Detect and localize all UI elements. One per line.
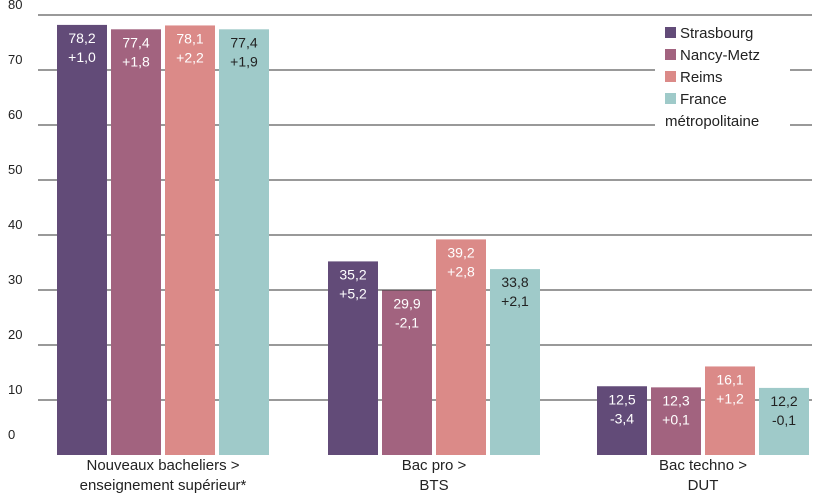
bar-strasbourg-0	[57, 24, 107, 456]
data-label-change: +2,2	[176, 49, 204, 65]
bar-france-métropolitaine-2	[759, 387, 809, 455]
data-label-value: 77,4	[122, 34, 149, 50]
bar-strasbourg-2	[597, 386, 647, 455]
data-label-value: 77,4	[230, 34, 257, 50]
bar-nancy-metz-2	[651, 387, 701, 455]
y-tick-label-10: 10	[8, 382, 22, 397]
legend-label: métropolitaine	[665, 113, 759, 130]
data-label-value: 78,1	[176, 30, 203, 46]
legend-label: Nancy-Metz	[680, 47, 760, 64]
x-category-label: DUT	[688, 477, 719, 494]
bar-reims-2	[705, 366, 755, 455]
bar-nancy-metz-0	[111, 29, 161, 456]
x-category-label: Bac techno >	[659, 457, 747, 474]
data-label-change: +2,8	[447, 263, 475, 279]
bar-nancy-metz-1	[382, 290, 432, 455]
y-tick-label-60: 60	[8, 107, 22, 122]
bar-france-métropolitaine-1	[490, 269, 540, 455]
y-axis: 0 10 20 30 40 50 60 70 80	[8, 0, 22, 442]
x-category-label: enseignement supérieur*	[80, 477, 247, 494]
bar-strasbourg-1	[328, 261, 378, 455]
legend-swatch-1	[665, 49, 676, 60]
x-category-label: Bac pro >	[402, 457, 467, 474]
data-label-value: 12,2	[770, 393, 797, 409]
data-label-change: -0,1	[772, 412, 796, 428]
y-tick-label-80: 80	[8, 0, 22, 12]
y-tick-label-50: 50	[8, 162, 22, 177]
legend-background	[655, 24, 790, 137]
data-label-value: 16,1	[716, 371, 743, 387]
legend-swatch-2	[665, 71, 676, 82]
legend-swatch-3	[665, 93, 676, 104]
legend-label: Strasbourg	[680, 25, 753, 42]
y-tick-label-20: 20	[8, 327, 22, 342]
bar-france-métropolitaine-0	[219, 29, 269, 456]
data-label-change: -3,4	[610, 410, 634, 426]
legend-label: Reims	[680, 69, 723, 86]
data-label-value: 29,9	[393, 296, 420, 312]
y-tick-label-30: 30	[8, 272, 22, 287]
data-label-change: +0,1	[662, 411, 690, 427]
legend-swatch-0	[665, 27, 676, 38]
data-label-value: 33,8	[501, 274, 528, 290]
y-tick-label-70: 70	[8, 52, 22, 67]
data-label-change: +5,2	[339, 285, 367, 301]
data-label-change: +1,8	[122, 53, 150, 69]
data-label-change: -2,1	[395, 315, 419, 331]
data-label-change: +2,1	[501, 293, 529, 309]
bar-reims-1	[436, 239, 486, 455]
y-tick-label-40: 40	[8, 217, 22, 232]
x-category-label: Nouveaux bacheliers >	[86, 457, 239, 474]
x-axis: Nouveaux bacheliers > enseignement supéri…	[80, 457, 748, 494]
legend-label: France	[680, 91, 727, 108]
data-label-value: 35,2	[339, 266, 366, 282]
y-tick-label-0: 0	[8, 427, 15, 442]
data-label-value: 12,5	[608, 391, 635, 407]
bars: 78,2 +1,0 35,2 +5,2 12,5 -3,4 77,4 +1,8 29,9 -2,1…	[57, 24, 809, 456]
bar-reims-0	[165, 25, 215, 455]
data-label-change: +1,9	[230, 53, 258, 69]
data-label-change: +1,2	[716, 390, 744, 406]
legend: Strasbourg Nancy-Metz Reims France métropoli…	[655, 24, 790, 137]
data-label-value: 78,2	[68, 30, 95, 46]
data-label-value: 39,2	[447, 244, 474, 260]
x-category-label: BTS	[419, 477, 448, 494]
data-label-value: 12,3	[662, 392, 689, 408]
data-label-change: +1,0	[68, 49, 96, 65]
